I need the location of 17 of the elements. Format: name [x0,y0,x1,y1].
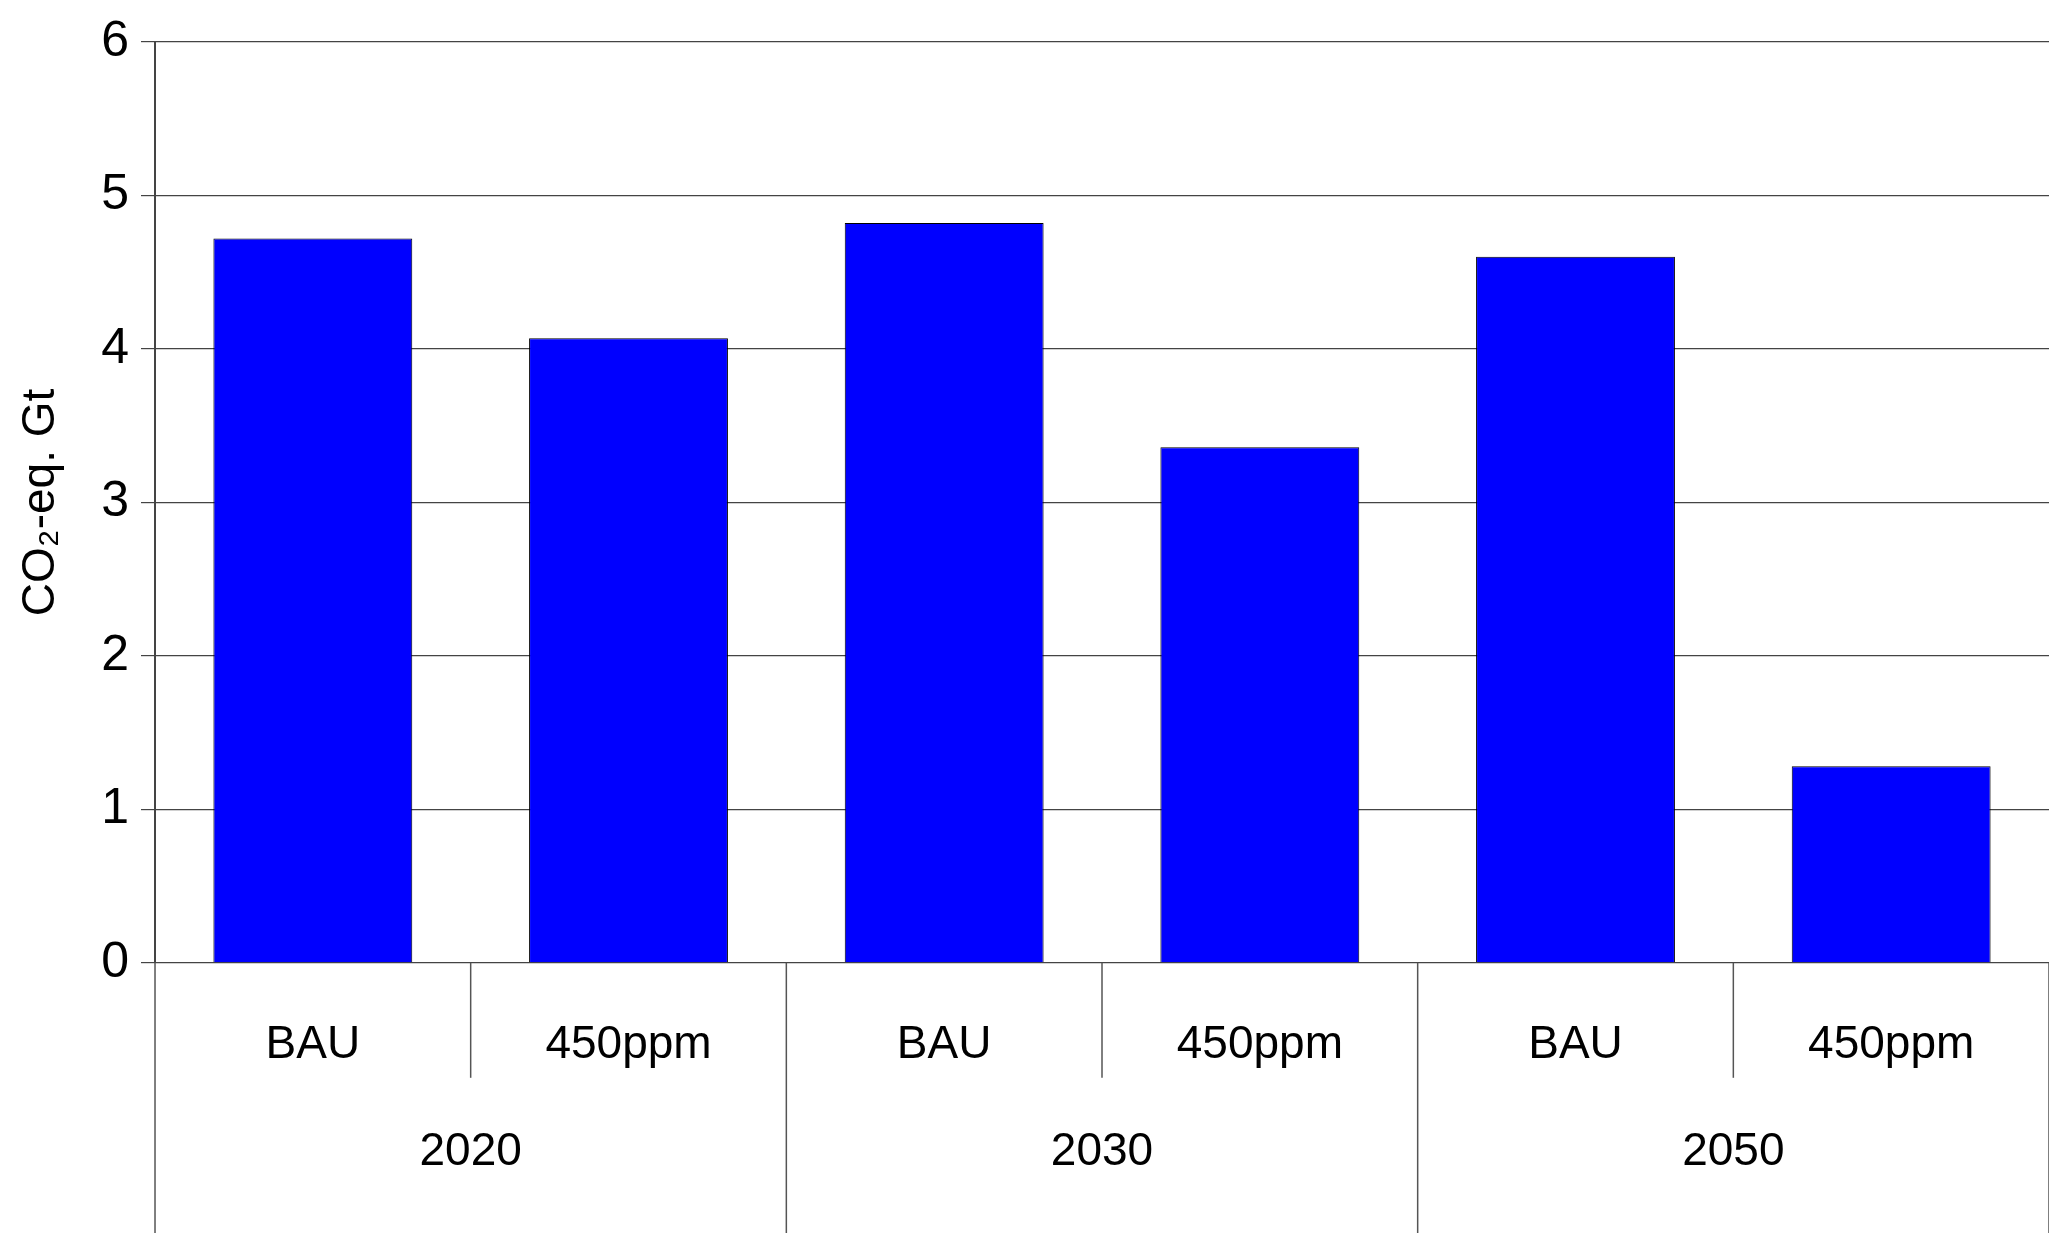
x-tick-label: 450ppm [1808,1016,1975,1069]
x-tick-label: BAU [1528,1016,1623,1069]
y-tick-label: 0 [101,931,130,988]
y-tick-label: 2 [101,624,130,681]
y-tick-label: 6 [101,10,130,67]
x-tick-label: BAU [896,1016,992,1069]
text: 2030 [1050,1123,1154,1176]
x-tick-label: 450ppm [1176,1016,1343,1069]
text: 2050 [1682,1123,1785,1176]
y-tick-label: 3 [101,471,130,528]
x-tick-label: 450ppm [545,1016,712,1069]
y-tick-label: 5 [101,164,130,221]
y-tick-label: 4 [101,317,130,374]
text: 2020 [419,1123,522,1176]
y-axis-title: CO₂-eq. Gt [12,388,65,617]
y-tick-label: 1 [101,778,130,835]
x-tick-label: BAU [265,1016,361,1069]
